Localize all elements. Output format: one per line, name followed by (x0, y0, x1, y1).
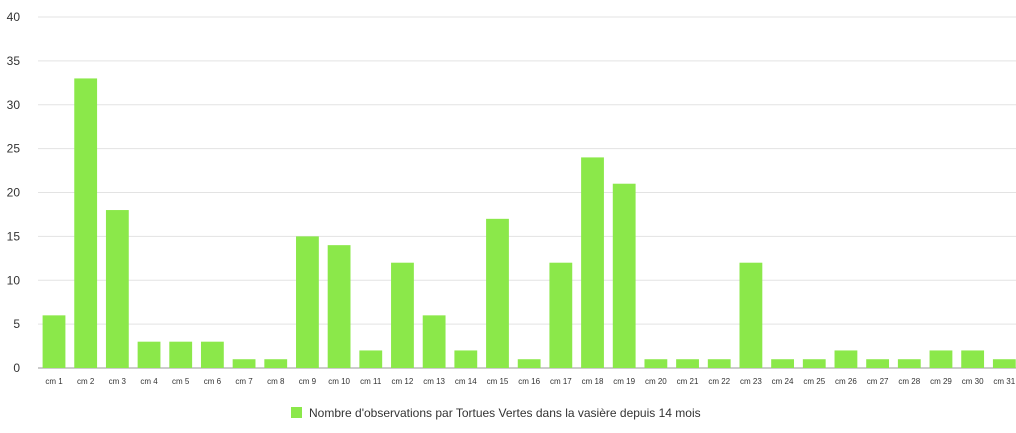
x-tick-label: cm 14 (455, 377, 477, 386)
x-tick-label: cm 27 (867, 377, 889, 386)
x-tick-label: cm 21 (677, 377, 699, 386)
bar (200, 341, 224, 368)
x-tick-label: cm 23 (740, 377, 762, 386)
x-tick-label: cm 7 (235, 377, 253, 386)
bar (105, 210, 129, 368)
bar (74, 78, 98, 369)
x-tick-label: cm 30 (962, 377, 984, 386)
bar (264, 359, 288, 368)
y-tick-label: 35 (7, 54, 21, 68)
bar (897, 359, 921, 368)
x-tick-label: cm 13 (423, 377, 445, 386)
x-tick-label: cm 6 (204, 377, 222, 386)
x-tick-label: cm 1 (45, 377, 63, 386)
legend-swatch (291, 407, 302, 418)
x-tick-label: cm 26 (835, 377, 857, 386)
x-tick-label: cm 4 (140, 377, 158, 386)
bar (391, 262, 414, 368)
x-tick-label: cm 22 (708, 377, 730, 386)
bar (486, 218, 509, 368)
bars (42, 78, 1016, 369)
x-tick-label: cm 17 (550, 377, 572, 386)
x-tick-label: cm 11 (360, 377, 382, 386)
bar (42, 315, 66, 368)
bar (834, 350, 858, 368)
y-axis: 0 5 10 15 20 25 30 35 40 (7, 10, 21, 375)
legend: Nombre d'observations par Tortues Vertes… (291, 406, 701, 420)
x-tick-label: cm 24 (772, 377, 794, 386)
bar (454, 350, 478, 368)
bar (771, 359, 794, 368)
gridlines (38, 16, 1016, 369)
bar (169, 341, 193, 368)
x-tick-label: cm 16 (518, 377, 540, 386)
bar (359, 350, 383, 368)
x-tick-label: cm 3 (109, 377, 127, 386)
y-tick-label: 30 (7, 98, 21, 112)
bar (296, 236, 319, 369)
bar (581, 157, 604, 368)
bar (929, 350, 953, 368)
y-tick-label: 10 (7, 273, 21, 287)
x-axis: cm 1 cm 2 cm 3 cm 4 cm 5 cm 6 cm 7 cm 8 cm 9 cm 1… (45, 377, 1015, 386)
y-tick-label: 25 (7, 142, 21, 156)
x-tick-label: cm 29 (930, 377, 952, 386)
y-tick-label: 5 (13, 317, 20, 331)
y-tick-label: 15 (7, 229, 21, 243)
bar (137, 341, 161, 368)
x-tick-label: cm 12 (392, 377, 414, 386)
x-tick-label: cm 28 (898, 377, 920, 386)
bar (612, 183, 636, 368)
bar (327, 245, 351, 368)
bar (866, 359, 890, 368)
bar (676, 359, 699, 368)
y-tick-label: 40 (7, 10, 21, 24)
x-tick-label: cm 19 (613, 377, 635, 386)
y-tick-label: 0 (13, 361, 20, 375)
x-tick-label: cm 2 (77, 377, 95, 386)
x-tick-label: cm 20 (645, 377, 667, 386)
bar (992, 359, 1016, 368)
x-tick-label: cm 8 (267, 377, 285, 386)
legend-label: Nombre d'observations par Tortues Vertes… (309, 406, 701, 420)
x-tick-label: cm 10 (328, 377, 350, 386)
bar (644, 359, 668, 368)
bar (802, 359, 826, 368)
x-tick-label: cm 9 (299, 377, 317, 386)
x-tick-label: cm 25 (803, 377, 825, 386)
bar (517, 359, 541, 368)
x-tick-label: cm 5 (172, 377, 190, 386)
x-tick-label: cm 15 (487, 377, 509, 386)
bar (961, 350, 985, 368)
bar (707, 359, 731, 368)
bar (739, 262, 763, 368)
x-tick-label: cm 31 (993, 377, 1015, 386)
x-tick-label: cm 18 (582, 377, 604, 386)
bar (232, 359, 256, 368)
y-tick-label: 20 (7, 186, 21, 200)
bar (422, 315, 446, 368)
bar (549, 262, 573, 368)
